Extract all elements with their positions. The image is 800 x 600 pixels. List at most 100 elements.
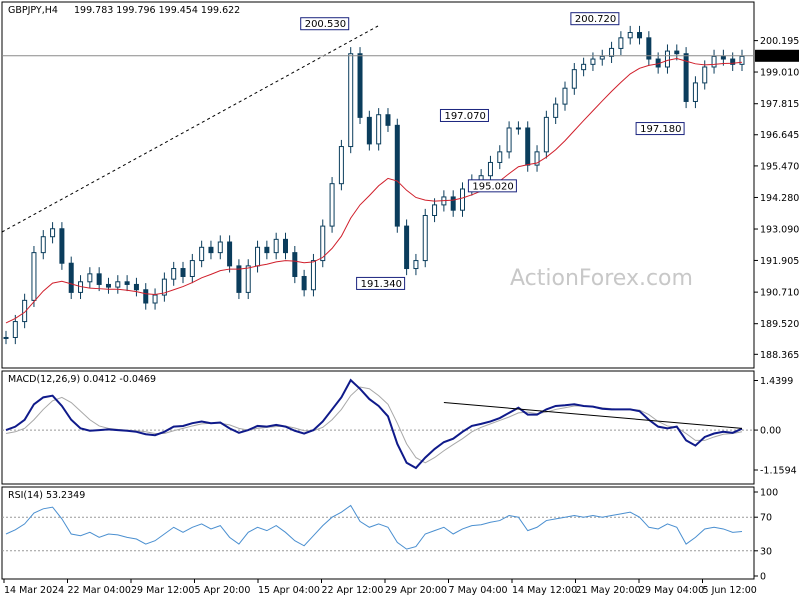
candle-body bbox=[152, 294, 158, 304]
macd-series-group bbox=[2, 378, 754, 470]
candle-body bbox=[618, 37, 624, 49]
candle-body bbox=[68, 262, 74, 293]
candle-body bbox=[105, 283, 111, 288]
candle-body bbox=[525, 127, 531, 166]
time-tick-label: 29 Apr 20:00 bbox=[385, 585, 447, 596]
candle-body bbox=[497, 151, 503, 163]
candle-body bbox=[683, 53, 689, 102]
time-tick-label: 5 Apr 20:00 bbox=[195, 585, 251, 596]
candle-body bbox=[208, 246, 214, 254]
candle-body bbox=[189, 260, 195, 277]
candle-body bbox=[366, 116, 372, 145]
candle-body bbox=[394, 124, 400, 227]
candle-body bbox=[357, 53, 363, 118]
candle-body bbox=[115, 281, 121, 288]
candle-body bbox=[534, 151, 540, 166]
candle-body bbox=[692, 82, 698, 102]
candle-body bbox=[460, 188, 466, 211]
current-price-label: 199.622 bbox=[758, 51, 797, 62]
time-tick-label: 29 Mar 12:00 bbox=[131, 585, 194, 596]
candle-body bbox=[50, 228, 56, 238]
price-tick-label: 193.090 bbox=[760, 225, 799, 236]
current-price-tag bbox=[755, 49, 799, 62]
price-annotation-box bbox=[570, 12, 620, 26]
time-tick-label: 14 Mar 2024 bbox=[4, 585, 64, 596]
candle-body bbox=[282, 238, 288, 254]
price-tick-label: 200.195 bbox=[760, 36, 799, 47]
time-tick-label: 7 May 04:00 bbox=[449, 585, 508, 596]
candle-body bbox=[96, 273, 102, 285]
candle-body bbox=[581, 63, 587, 71]
rsi-tick-label: 70 bbox=[760, 513, 772, 524]
rsi-line bbox=[5, 504, 743, 550]
candle-body bbox=[720, 55, 726, 60]
macd-title: MACD(12,26,9) 0.0412 -0.0469 bbox=[8, 374, 156, 385]
time-tick-label: 22 Mar 04:00 bbox=[68, 585, 131, 596]
candle-body bbox=[348, 53, 354, 148]
price-annotation: 191.340 bbox=[361, 279, 402, 290]
candle-body bbox=[543, 116, 549, 153]
candle-body bbox=[124, 281, 130, 285]
price-tick-label: 188.365 bbox=[760, 350, 799, 361]
candle-body bbox=[487, 161, 493, 177]
candle-body bbox=[637, 32, 643, 39]
macd-tick-label: -1.1594 bbox=[760, 465, 797, 476]
macd-panel-frame bbox=[1, 370, 755, 485]
candle-body bbox=[227, 241, 233, 267]
candle-body bbox=[627, 32, 633, 39]
candle-body bbox=[376, 114, 382, 145]
price-annotation-box bbox=[635, 122, 685, 136]
price-tick-label: 199.010 bbox=[760, 68, 799, 79]
candle-body bbox=[404, 225, 410, 270]
price-tick-label: 194.280 bbox=[760, 193, 799, 204]
price-tick-label: 189.520 bbox=[760, 319, 799, 330]
candle-body bbox=[432, 204, 438, 216]
candle-body bbox=[711, 55, 717, 68]
candle-body bbox=[515, 127, 521, 130]
price-tick-label: 190.710 bbox=[760, 288, 799, 299]
price-annotation-box bbox=[439, 108, 489, 122]
candle-body bbox=[674, 50, 680, 55]
candle-body bbox=[702, 66, 708, 84]
price-annotation-box bbox=[356, 276, 406, 290]
price-annotation: 197.180 bbox=[640, 124, 681, 135]
candle-body bbox=[450, 196, 456, 211]
candle-body bbox=[413, 260, 419, 270]
candle-body bbox=[292, 252, 298, 277]
candle-body bbox=[273, 238, 279, 254]
price-annotation: 200.530 bbox=[305, 19, 346, 30]
candle-body bbox=[40, 236, 46, 254]
axis-labels-group: 199.622 200.195 199.010 197.815 196.645 195.4… bbox=[3, 36, 799, 596]
chart-ohlc-header: 199.783 199.796 199.454 199.622 bbox=[74, 5, 240, 16]
candle-body bbox=[3, 336, 9, 339]
rsi-tick-label: 100 bbox=[760, 488, 778, 499]
price-series-group: 200.530 200.720 197.070 197.180 195.020 191.3… bbox=[1, 12, 754, 345]
macd-divergence-line bbox=[443, 402, 743, 429]
candle-body bbox=[245, 265, 251, 293]
price-annotation: 200.720 bbox=[575, 14, 616, 25]
time-tick-label: 21 May 20:00 bbox=[576, 585, 641, 596]
candle-body bbox=[199, 246, 205, 262]
candle-body bbox=[171, 268, 177, 280]
price-tick-label: 195.470 bbox=[760, 161, 799, 172]
time-tick-label: 22 Apr 12:00 bbox=[322, 585, 384, 596]
candle-body bbox=[739, 55, 745, 65]
candle-body bbox=[59, 228, 65, 264]
candle-body bbox=[22, 299, 28, 323]
macd-tick-label: 1.4399 bbox=[760, 376, 793, 387]
candle-body bbox=[590, 58, 596, 65]
candle-body bbox=[143, 289, 149, 304]
macd-main-line bbox=[5, 378, 743, 470]
candle-body bbox=[87, 273, 93, 283]
rsi-tick-label: 30 bbox=[760, 546, 772, 557]
candle-body bbox=[310, 260, 316, 291]
candle-body bbox=[161, 278, 167, 296]
candle-body bbox=[264, 246, 270, 254]
rsi-title: RSI(14) 53.2349 bbox=[8, 490, 85, 501]
price-panel-frame bbox=[1, 1, 755, 369]
candle-body bbox=[329, 183, 335, 227]
price-tick-label: 197.815 bbox=[760, 99, 799, 110]
time-tick-label: 5 Jun 12:00 bbox=[703, 585, 757, 596]
